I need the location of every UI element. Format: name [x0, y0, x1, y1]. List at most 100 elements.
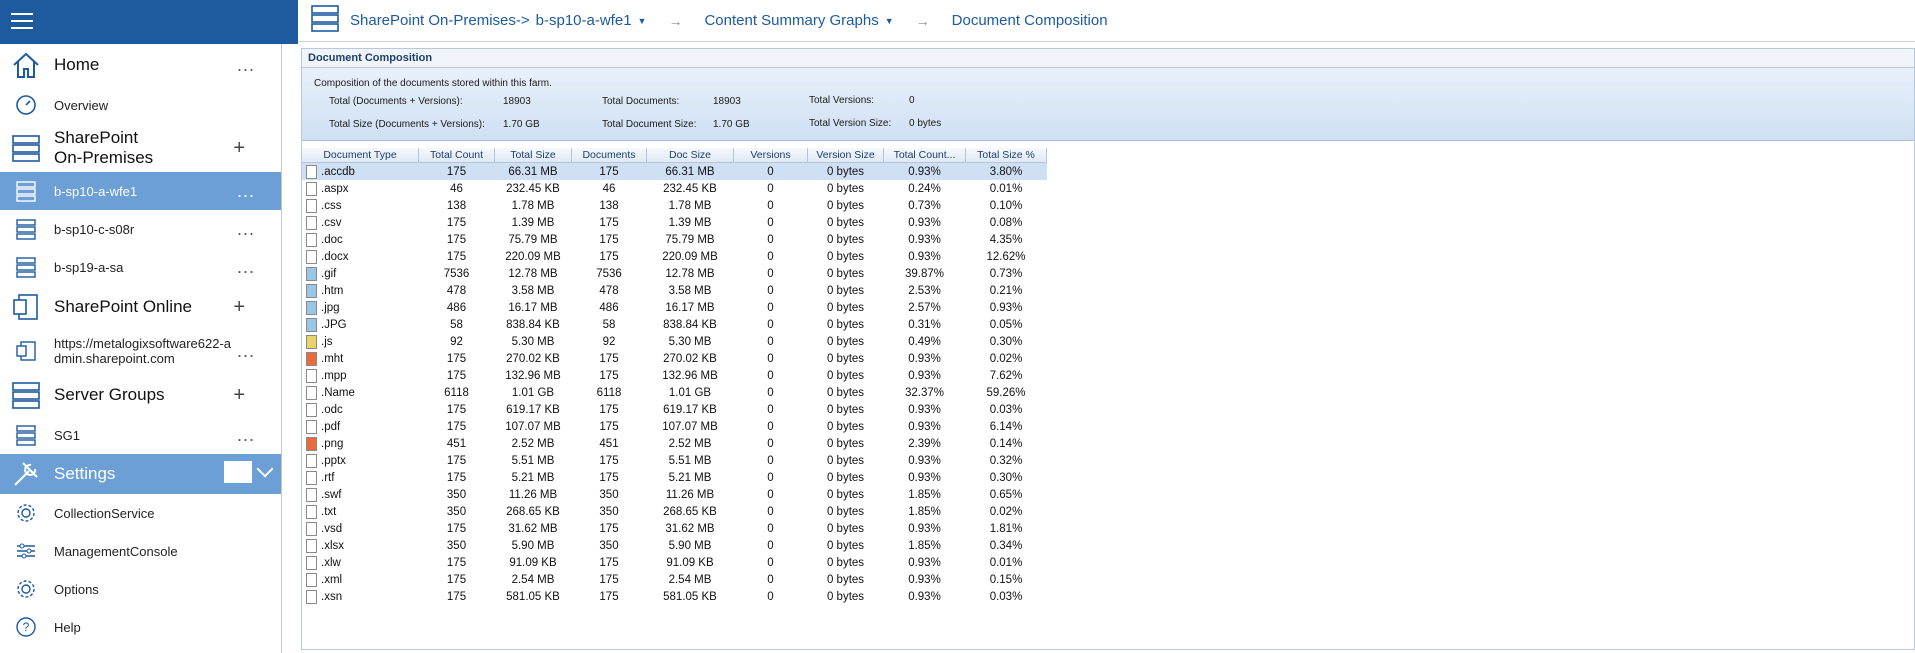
table-row[interactable]: .pdf 175 107.07 MB 175 107.07 MB 0 0 bytes 0.93… — [302, 418, 1047, 435]
table-row[interactable]: .odc 175 619.17 KB 175 619.17 KB 0 0 bytes 0.93… — [302, 401, 1047, 418]
table-cell: 7.62% — [989, 369, 1023, 382]
table-row[interactable]: .accdb 175 66.31 MB 175 66.31 MB 0 0 bytes 0.93… — [302, 162, 1047, 180]
table-row[interactable]: .csv 175 1.39 MB 175 1.39 MB 0 0 bytes 0.93% 0.0… — [302, 214, 1047, 231]
settings-collection-service[interactable]: CollectionService — [0, 494, 281, 532]
document-type-label: .mpp — [321, 369, 347, 382]
table-header-row: Document Type Total Count Total Size Doc… — [302, 148, 1047, 163]
nav-settings[interactable]: Settings — [0, 454, 281, 494]
gear-icon — [10, 497, 42, 529]
table-row[interactable]: .xsn 175 581.05 KB 175 581.05 KB 0 0 bytes 0.93… — [302, 588, 1047, 605]
table-cell: 6118 — [444, 386, 469, 399]
table-row[interactable]: .xml 175 2.54 MB 175 2.54 MB 0 0 bytes 0.93% 0.1… — [302, 571, 1047, 588]
table-row[interactable]: .aspx 46 232.45 KB 46 232.45 KB 0 0 bytes 0.24%… — [302, 180, 1047, 197]
more-icon[interactable]: ... — [236, 256, 255, 277]
table-row[interactable]: .doc 175 75.79 MB 175 75.79 MB 0 0 bytes 0.93% 4… — [302, 231, 1047, 248]
file-type-icon — [306, 266, 317, 281]
column-header[interactable]: Versions — [733, 148, 808, 163]
menu-icon[interactable] — [11, 13, 33, 29]
cell-document-type: .doc — [302, 231, 419, 248]
server-item-b-sp10-a-wfe1[interactable]: b-sp10-a-wfe1 ... — [0, 172, 281, 210]
table-row[interactable]: .png 451 2.52 MB 451 2.52 MB 0 0 bytes 2.39% 0.1… — [302, 435, 1047, 452]
table-row[interactable]: .gif 7536 12.78 MB 7536 12.78 MB 0 0 bytes 39.8… — [302, 265, 1047, 282]
table-cell: 0 bytes — [826, 505, 865, 518]
cell-document-type: .js — [302, 333, 419, 350]
more-icon[interactable]: ... — [236, 180, 255, 201]
more-icon[interactable]: ... — [236, 54, 255, 75]
table-row[interactable]: .htm 478 3.58 MB 478 3.58 MB 0 0 bytes 2.53% 0.2… — [302, 282, 1047, 299]
table-cell: 0 bytes — [826, 420, 865, 433]
table-cell: 175 — [599, 471, 619, 484]
column-header[interactable]: Version Size — [807, 148, 884, 163]
nav-server-groups[interactable]: Server Groups + — [0, 374, 281, 416]
column-header[interactable]: Total Size % — [965, 148, 1047, 163]
nav-home[interactable]: Home ... — [0, 44, 281, 86]
table-cell: 175 — [599, 420, 619, 433]
table-cell: 175 — [599, 403, 619, 416]
column-header[interactable]: Doc Size — [646, 148, 734, 163]
breadcrumb-graphs[interactable]: Content Summary Graphs — [704, 12, 879, 29]
table-cell: 0.93% — [908, 233, 941, 246]
more-icon[interactable]: ... — [236, 218, 255, 239]
table-row[interactable]: .js 92 5.30 MB 92 5.30 MB 0 0 bytes 0.49% 0.30% — [302, 333, 1047, 350]
arrow-right-icon: → — [915, 12, 930, 29]
settings-toggle[interactable] — [224, 461, 252, 483]
table-row[interactable]: .rtf 175 5.21 MB 175 5.21 MB 0 0 bytes 0.93% 0.3… — [302, 469, 1047, 486]
table-cell: 175 — [446, 369, 467, 382]
table-cell: 175 — [446, 454, 467, 467]
server-item-b-sp19-a-sa[interactable]: b-sp19-a-sa ... — [0, 248, 281, 286]
file-type-icon — [306, 351, 317, 366]
add-icon[interactable]: + — [233, 383, 245, 406]
column-header[interactable]: Total Count... — [883, 148, 966, 163]
table-row[interactable]: .vsd 175 31.62 MB 175 31.62 MB 0 0 bytes 0.93% 1… — [302, 520, 1047, 537]
add-icon[interactable]: + — [233, 295, 245, 318]
table-row[interactable]: .docx 175 220.09 MB 175 220.09 MB 0 0 bytes 0.9… — [302, 248, 1047, 265]
column-header[interactable]: Total Size — [494, 148, 572, 163]
table-row[interactable]: .txt 350 268.65 KB 350 268.65 KB 0 0 bytes 1.85… — [302, 503, 1047, 520]
table-cell: 0.03% — [989, 403, 1023, 416]
more-icon[interactable]: ... — [236, 424, 255, 445]
table-cell: 5.21 MB — [668, 471, 712, 484]
caret-down-icon[interactable]: ▼ — [884, 15, 894, 26]
table-row[interactable]: .swf 350 11.26 MB 350 11.26 MB 0 0 bytes 1.85% 0… — [302, 486, 1047, 503]
column-header[interactable]: Documents — [571, 148, 647, 163]
table-cell: 619.17 KB — [506, 403, 560, 416]
table-row[interactable]: .JPG 58 838.84 KB 58 838.84 KB 0 0 bytes 0.31% 0… — [302, 316, 1047, 333]
table-row[interactable]: .css 138 1.78 MB 138 1.78 MB 0 0 bytes 0.73% 0.1… — [302, 197, 1047, 214]
caret-down-icon[interactable]: ▼ — [637, 15, 647, 26]
server-item-label: b-sp10-c-s08r — [54, 221, 135, 237]
table-row[interactable]: .pptx 175 5.51 MB 175 5.51 MB 0 0 bytes 0.93% 0.… — [302, 452, 1047, 469]
table-cell: 58 — [450, 318, 463, 331]
settings-help[interactable]: ? Help — [0, 608, 281, 646]
server-icon — [310, 3, 340, 38]
nav-sharepoint-online[interactable]: SharePoint Online + — [0, 286, 281, 328]
home-icon — [10, 49, 42, 81]
table-cell: 0.65% — [989, 488, 1023, 501]
settings-management-console[interactable]: ManagementConsole — [0, 532, 281, 570]
nav-overview[interactable]: Overview — [0, 86, 281, 124]
table-cell: 175 — [418, 162, 495, 180]
online-tenant-item[interactable]: https://metalogixsoftware622-a dmin.shar… — [0, 328, 281, 374]
settings-options[interactable]: Options — [0, 570, 281, 608]
more-icon[interactable]: ... — [236, 340, 255, 361]
table-row[interactable]: .mht 175 270.02 KB 175 270.02 KB 0 0 bytes 0.93… — [302, 350, 1047, 367]
add-icon[interactable]: + — [233, 136, 245, 159]
table-cell: 0 — [767, 488, 774, 501]
table-row[interactable]: .xlsx 350 5.90 MB 350 5.90 MB 0 0 bytes 1.85% 0.… — [302, 537, 1047, 554]
breadcrumb-server[interactable]: b-sp10-a-wfe1 — [535, 12, 632, 29]
document-type-label: .xml — [321, 573, 343, 586]
table-row[interactable]: .xlw 175 91.09 KB 175 91.09 KB 0 0 bytes 0.93% 0… — [302, 554, 1047, 571]
server-item-b-sp10-c-s08r[interactable]: b-sp10-c-s08r ... — [0, 210, 281, 248]
breadcrumb-root[interactable]: SharePoint On-Premises-> — [350, 12, 530, 29]
table-row[interactable]: .Name 6118 1.01 GB 6118 1.01 GB 0 0 bytes 32.37… — [302, 384, 1047, 401]
table-cell: 0 — [767, 216, 774, 229]
nav-sharepoint-onprem[interactable]: SharePoint On-Premises + — [0, 124, 281, 172]
table-cell: 2.57% — [908, 301, 941, 314]
table-row[interactable]: .mpp 175 132.96 MB 175 132.96 MB 0 0 bytes 0.93… — [302, 367, 1047, 384]
column-header[interactable]: Document Type — [302, 148, 419, 163]
chevron-down-icon[interactable] — [256, 460, 274, 478]
table-row[interactable]: .jpg 486 16.17 MB 486 16.17 MB 0 0 bytes 2.57% 0… — [302, 299, 1047, 316]
server-group-sg1[interactable]: SG1 ... — [0, 416, 281, 454]
table-cell: 0 — [767, 352, 774, 365]
column-header[interactable]: Total Count — [418, 148, 495, 163]
table-cell: 32.37% — [904, 386, 944, 399]
